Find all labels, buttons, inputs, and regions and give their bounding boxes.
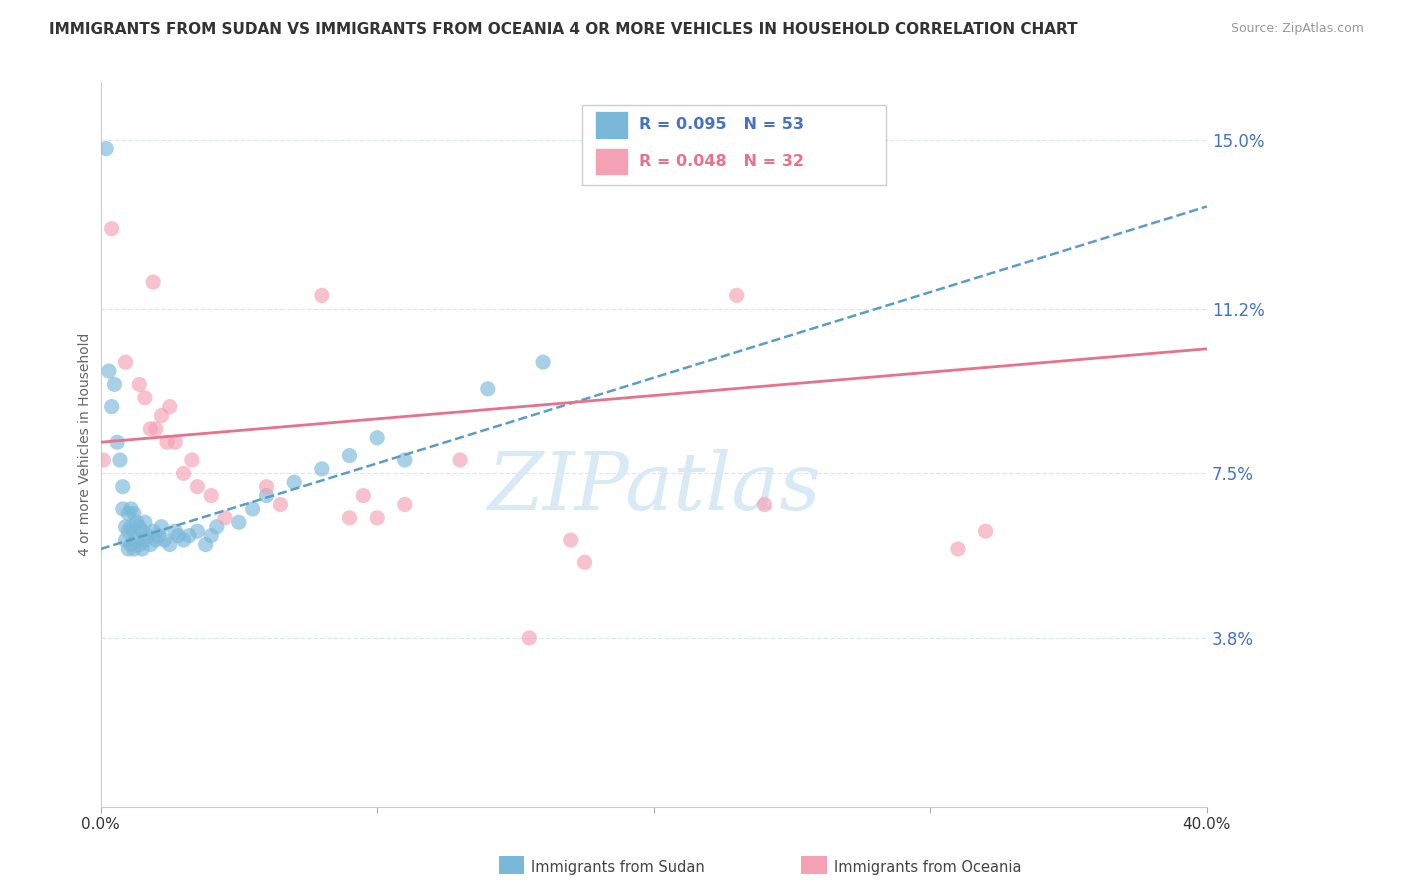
Point (134, 391, 156, 405)
Text: IMMIGRANTS FROM SUDAN VS IMMIGRANTS FROM OCEANIA 4 OR MORE VEHICLES IN HOUSEHOLD: IMMIGRANTS FROM SUDAN VS IMMIGRANTS FROM… (49, 22, 1078, 37)
Point (177, 528, 200, 542)
Point (339, 511, 361, 525)
Point (173, 533, 195, 547)
Point (256, 480, 278, 494)
Point (122, 541, 145, 556)
Point (180, 453, 202, 467)
FancyBboxPatch shape (582, 105, 886, 185)
Point (477, 382, 499, 396)
Point (153, 533, 176, 547)
Point (136, 528, 159, 542)
Point (946, 541, 969, 556)
Point (159, 400, 181, 414)
Point (311, 462, 333, 476)
Point (366, 431, 388, 445)
Bar (595, 111, 628, 138)
Point (186, 524, 208, 538)
Point (128, 520, 150, 534)
Point (103, 377, 125, 392)
Point (165, 435, 187, 450)
Point (131, 524, 153, 538)
Point (394, 453, 416, 467)
Point (93, 453, 115, 467)
Point (97, 364, 120, 378)
Point (256, 489, 278, 503)
Point (117, 541, 139, 556)
Point (725, 288, 748, 302)
Point (114, 520, 136, 534)
Point (145, 533, 167, 547)
Bar (595, 148, 628, 176)
Point (165, 524, 187, 538)
Point (111, 502, 134, 516)
Point (125, 516, 148, 530)
Point (194, 537, 217, 551)
Point (100, 400, 122, 414)
Point (105, 435, 128, 450)
Point (134, 533, 156, 547)
Text: R = 0.048   N = 32: R = 0.048 N = 32 (640, 154, 804, 169)
Point (120, 520, 142, 534)
Point (114, 355, 136, 369)
Point (139, 537, 162, 551)
Point (94, 142, 117, 156)
Point (754, 498, 776, 512)
Point (134, 516, 156, 530)
Point (111, 480, 134, 494)
Point (156, 435, 179, 450)
Y-axis label: 4 or more Vehicles in Household: 4 or more Vehicles in Household (79, 333, 93, 556)
Point (117, 507, 139, 521)
Point (114, 533, 136, 547)
Point (142, 275, 165, 289)
Point (339, 449, 361, 463)
Point (228, 516, 250, 530)
Point (159, 537, 181, 551)
Point (131, 541, 153, 556)
Point (311, 288, 333, 302)
Point (517, 631, 540, 645)
Point (214, 511, 236, 525)
Point (974, 524, 997, 538)
Point (120, 537, 142, 551)
Text: Immigrants from Oceania: Immigrants from Oceania (834, 860, 1021, 874)
Point (186, 480, 208, 494)
Point (100, 221, 122, 235)
Point (142, 524, 165, 538)
Point (128, 537, 150, 551)
Point (150, 409, 173, 423)
Point (150, 520, 173, 534)
Point (269, 498, 291, 512)
Point (352, 489, 374, 503)
Point (125, 533, 148, 547)
Point (449, 453, 471, 467)
Point (283, 475, 305, 490)
Point (366, 511, 388, 525)
Point (173, 467, 195, 481)
Point (122, 507, 145, 521)
Point (108, 453, 131, 467)
Point (574, 555, 596, 569)
Point (139, 422, 162, 436)
Point (148, 528, 170, 542)
Point (242, 502, 264, 516)
Point (120, 502, 142, 516)
Text: Immigrants from Sudan: Immigrants from Sudan (531, 860, 706, 874)
Text: Source: ZipAtlas.com: Source: ZipAtlas.com (1230, 22, 1364, 36)
Point (200, 528, 222, 542)
Point (531, 355, 554, 369)
Text: ZIPatlas: ZIPatlas (486, 450, 821, 526)
Point (200, 489, 222, 503)
Point (560, 533, 582, 547)
Point (145, 422, 167, 436)
Point (167, 528, 190, 542)
Point (205, 520, 228, 534)
Point (122, 524, 145, 538)
Point (117, 524, 139, 538)
Point (128, 377, 150, 392)
Text: R = 0.095   N = 53: R = 0.095 N = 53 (640, 118, 804, 132)
Point (394, 498, 416, 512)
